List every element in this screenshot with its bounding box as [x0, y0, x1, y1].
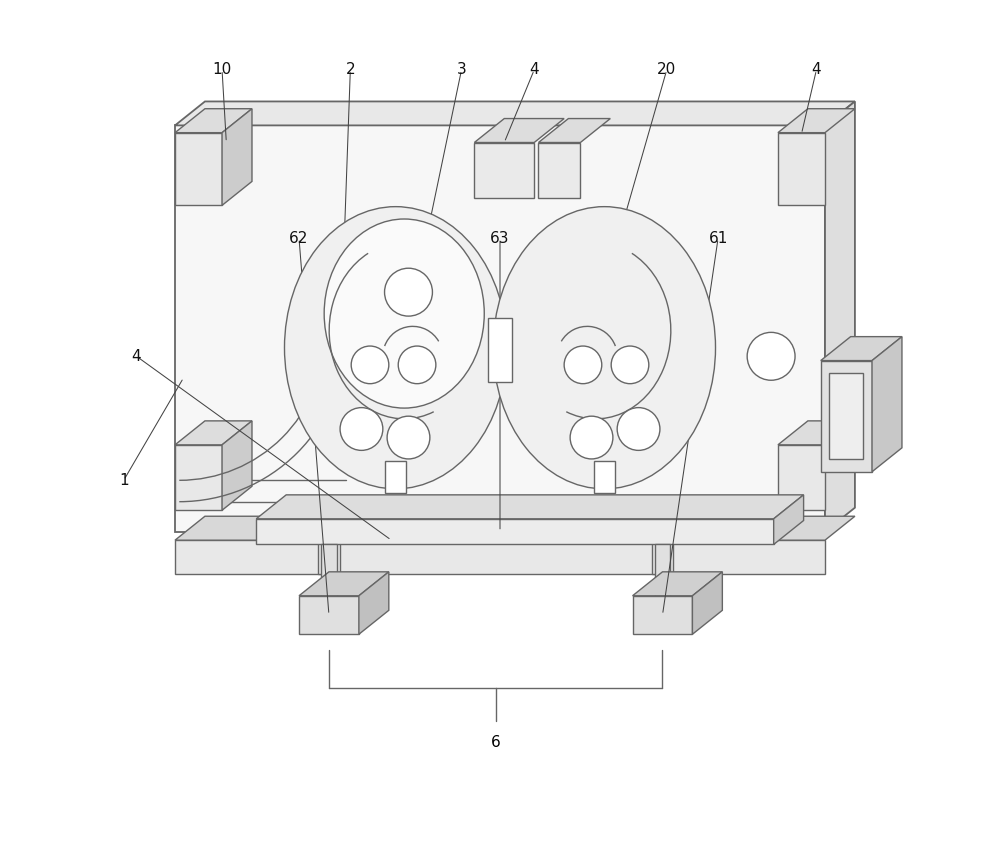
Polygon shape: [633, 571, 722, 595]
Text: 62: 62: [289, 231, 309, 245]
Bar: [385, 461, 406, 493]
Polygon shape: [175, 109, 252, 133]
Bar: [652, 519, 673, 574]
Bar: [175, 444, 222, 511]
Circle shape: [570, 416, 613, 459]
Polygon shape: [774, 495, 804, 545]
Polygon shape: [778, 421, 855, 444]
Bar: [594, 461, 615, 493]
Text: 1: 1: [119, 473, 129, 488]
Bar: [321, 545, 337, 595]
Text: 4: 4: [812, 63, 821, 77]
Text: 2: 2: [346, 63, 355, 77]
Text: 5: 5: [867, 447, 877, 462]
Bar: [821, 360, 872, 472]
Polygon shape: [538, 118, 610, 142]
Text: 4: 4: [529, 63, 539, 77]
Polygon shape: [825, 101, 855, 532]
Ellipse shape: [284, 207, 507, 489]
Polygon shape: [872, 336, 902, 472]
Text: 6: 6: [491, 734, 501, 750]
Bar: [655, 545, 670, 595]
Ellipse shape: [324, 219, 484, 408]
Bar: [474, 142, 534, 198]
Text: 63: 63: [490, 231, 510, 245]
Polygon shape: [692, 571, 722, 634]
Circle shape: [611, 346, 649, 384]
Polygon shape: [299, 571, 389, 595]
Circle shape: [385, 269, 432, 316]
Bar: [318, 519, 340, 574]
Polygon shape: [222, 109, 252, 205]
Bar: [175, 125, 825, 532]
Polygon shape: [222, 421, 252, 511]
Circle shape: [564, 346, 602, 384]
Polygon shape: [778, 109, 855, 133]
Circle shape: [398, 346, 436, 384]
Circle shape: [351, 346, 389, 384]
Circle shape: [617, 408, 660, 450]
Polygon shape: [359, 571, 389, 634]
Bar: [778, 133, 825, 205]
Circle shape: [387, 416, 430, 459]
Circle shape: [747, 332, 795, 380]
Bar: [829, 373, 863, 459]
Polygon shape: [821, 336, 902, 360]
Bar: [633, 595, 692, 634]
Text: 3: 3: [457, 63, 466, 77]
Bar: [778, 444, 825, 511]
Ellipse shape: [493, 207, 716, 489]
Text: 20: 20: [657, 63, 676, 77]
Polygon shape: [474, 118, 564, 142]
Polygon shape: [175, 101, 855, 125]
Polygon shape: [175, 421, 252, 444]
Bar: [175, 541, 825, 574]
Bar: [299, 595, 359, 634]
Circle shape: [340, 408, 383, 450]
Text: 4: 4: [132, 349, 141, 364]
Polygon shape: [175, 517, 855, 541]
Bar: [175, 133, 222, 205]
Polygon shape: [256, 495, 804, 519]
Bar: [488, 317, 512, 382]
Bar: [538, 142, 580, 198]
Text: 61: 61: [708, 231, 728, 245]
Bar: [256, 519, 774, 545]
Text: 10: 10: [212, 63, 232, 77]
